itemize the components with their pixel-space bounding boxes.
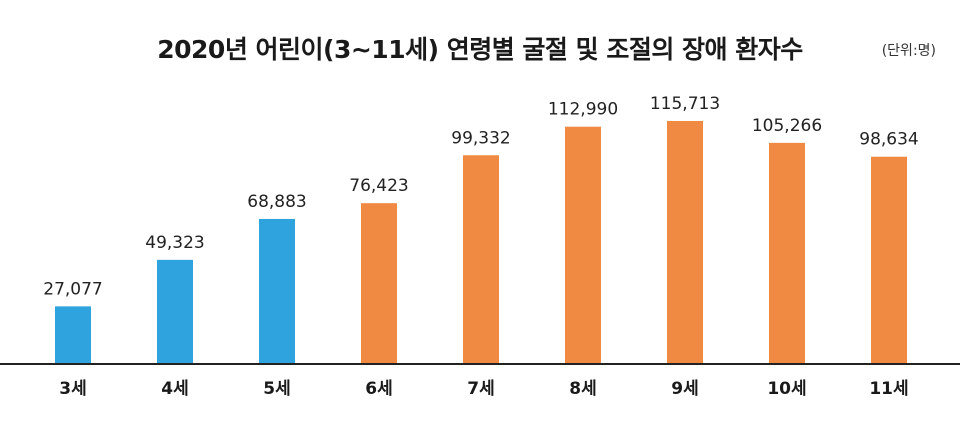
value-label: 49,323	[145, 233, 204, 253]
chart-title: 2020년 어린이(3~11세) 연령별 굴절 및 조절의 장애 환자수	[157, 35, 803, 64]
bar-8세	[565, 126, 601, 364]
bar-3세	[55, 306, 91, 363]
value-label: 112,990	[548, 100, 618, 120]
x-tick-label: 5세	[263, 379, 290, 399]
value-label: 105,266	[752, 116, 822, 136]
value-label: 99,332	[451, 128, 510, 148]
unit-label: (단위:명)	[881, 43, 936, 59]
bar-10세	[769, 142, 805, 363]
value-label: 115,713	[650, 94, 720, 114]
value-label: 27,077	[43, 279, 102, 299]
x-tick-label: 11세	[869, 379, 908, 399]
x-tick-label: 6세	[365, 379, 392, 399]
x-tick-label: 3세	[59, 379, 86, 399]
value-label: 98,634	[859, 130, 918, 150]
x-tick-label: 8세	[569, 379, 596, 399]
x-tick-label: 10세	[767, 379, 806, 399]
bar-6세	[361, 203, 397, 363]
value-label: 76,423	[349, 176, 408, 196]
bar-11세	[871, 156, 907, 363]
bar-7세	[463, 155, 499, 363]
x-tick-label: 4세	[161, 379, 188, 399]
bar-9세	[667, 121, 703, 363]
x-tick-label: 9세	[671, 379, 698, 399]
x-tick-label: 7세	[467, 379, 494, 399]
bar-4세	[157, 259, 193, 363]
value-label: 68,883	[247, 192, 306, 212]
bar-5세	[259, 218, 295, 363]
